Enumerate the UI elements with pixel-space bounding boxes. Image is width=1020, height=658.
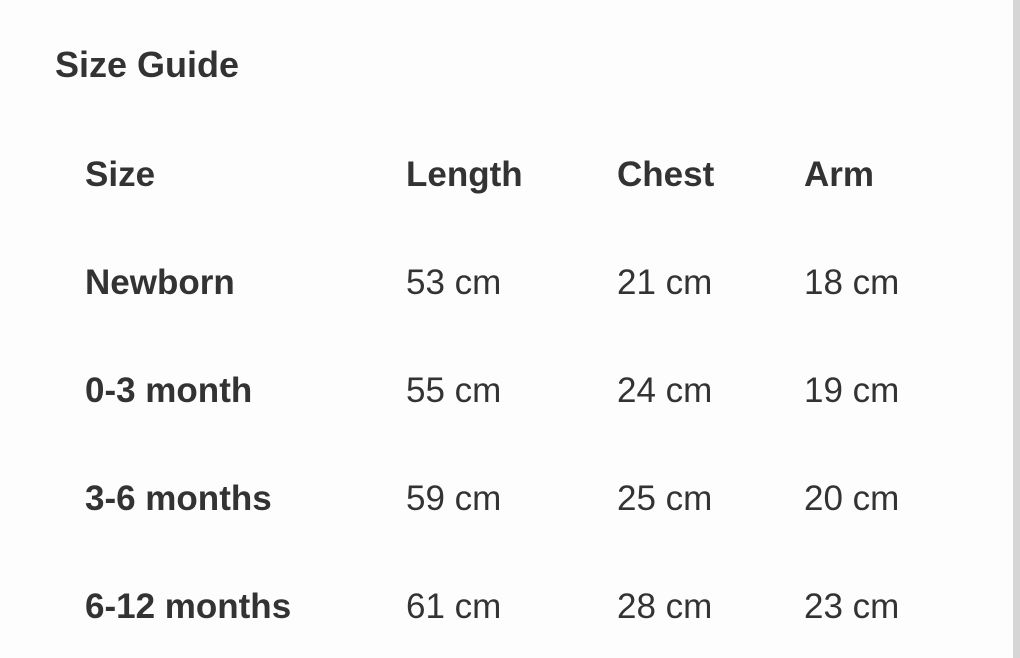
table-cell: 6-12 months xyxy=(85,587,292,626)
page-title: Size Guide xyxy=(55,44,240,85)
table-cell: 19 cm xyxy=(804,371,900,410)
table-cell: 59 cm xyxy=(406,479,502,518)
table-cell: 20 cm xyxy=(804,479,900,518)
table-cell: 18 cm xyxy=(804,263,900,302)
column-header: Arm xyxy=(804,155,875,194)
table-cell: 21 cm xyxy=(617,263,713,302)
table-cell: 3-6 months xyxy=(85,479,272,518)
column-header: Chest xyxy=(617,155,715,194)
table-cell: Newborn xyxy=(85,263,235,302)
table-cell: 28 cm xyxy=(617,587,713,626)
table-cell: 25 cm xyxy=(617,479,713,518)
scrollbar-edge xyxy=(1013,0,1020,658)
table-cell: 23 cm xyxy=(804,587,900,626)
table-cell: 24 cm xyxy=(617,371,713,410)
table-cell: 61 cm xyxy=(406,587,502,626)
column-header: Length xyxy=(406,155,523,194)
table-cell: 55 cm xyxy=(406,371,502,410)
table-cell: 53 cm xyxy=(406,263,502,302)
column-header: Size xyxy=(85,155,156,194)
table-cell: 0-3 month xyxy=(85,371,253,410)
